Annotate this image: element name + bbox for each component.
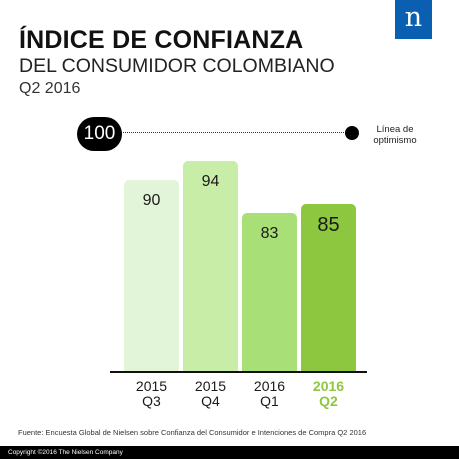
x-tick-quarter: Q1	[260, 393, 279, 409]
x-axis-baseline	[110, 371, 367, 373]
optimism-reference-line	[100, 132, 352, 133]
x-tick-label: 2016 Q1	[242, 379, 297, 409]
bar-value-label: 85	[317, 214, 340, 236]
x-tick-year: 2015	[194, 378, 227, 394]
copyright-text: Copyright ©2016 The Nielsen Company	[8, 449, 123, 456]
reference-value-badge: 100	[77, 117, 122, 151]
footer-bar: Copyright ©2016 The Nielsen Company	[0, 446, 459, 459]
reference-line-label: Línea de optimismo	[370, 124, 420, 146]
bar-2015-q3	[124, 180, 179, 371]
bar-value-label: 83	[260, 225, 279, 242]
x-tick-label: 2015 Q4	[183, 379, 238, 409]
reference-label-line1: Línea de	[376, 124, 414, 135]
bar-2016-q2	[301, 204, 356, 371]
chart-title: ÍNDICE DE CONFIANZA	[19, 26, 304, 54]
reference-label-line2: optimismo	[373, 135, 417, 146]
x-tick-label: 2016 Q2	[301, 379, 356, 409]
x-tick-quarter: Q3	[142, 393, 161, 409]
chart-period: Q2 2016	[19, 80, 81, 97]
x-tick-label: 2015 Q3	[124, 379, 179, 409]
x-tick-year: 2015	[135, 378, 168, 394]
bar-value-label: 90	[142, 192, 161, 209]
x-tick-quarter: Q2	[319, 393, 338, 409]
source-note: Fuente: Encuesta Global de Nielsen sobre…	[18, 428, 367, 437]
reference-end-dot	[345, 126, 359, 140]
bar-2015-q4	[183, 161, 238, 371]
x-tick-year: 2016	[312, 378, 345, 394]
bar-2016-q1	[242, 213, 297, 371]
bar-value-label: 94	[201, 173, 220, 190]
nielsen-logo: n	[395, 0, 432, 39]
x-tick-year: 2016	[253, 378, 286, 394]
chart-subtitle: DEL CONSUMIDOR COLOMBIANO	[19, 55, 335, 77]
x-tick-quarter: Q4	[201, 393, 220, 409]
logo-letter: n	[404, 2, 423, 33]
